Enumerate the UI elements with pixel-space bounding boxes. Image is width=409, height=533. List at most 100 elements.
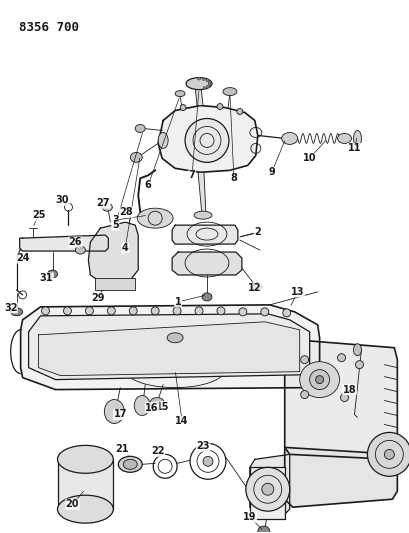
Ellipse shape xyxy=(261,483,273,495)
Ellipse shape xyxy=(208,83,211,86)
Text: 2: 2 xyxy=(254,227,261,237)
Polygon shape xyxy=(195,86,202,106)
Polygon shape xyxy=(57,459,113,509)
Ellipse shape xyxy=(337,354,345,362)
Ellipse shape xyxy=(63,307,71,315)
Ellipse shape xyxy=(175,91,184,96)
Ellipse shape xyxy=(102,203,112,211)
Text: 14: 14 xyxy=(175,416,189,426)
Ellipse shape xyxy=(85,307,93,315)
Polygon shape xyxy=(20,305,319,390)
Ellipse shape xyxy=(75,246,85,254)
Ellipse shape xyxy=(216,103,222,110)
Ellipse shape xyxy=(245,467,289,511)
Ellipse shape xyxy=(130,152,142,163)
Polygon shape xyxy=(172,225,237,244)
Text: 23: 23 xyxy=(196,441,209,451)
Ellipse shape xyxy=(158,133,168,148)
Ellipse shape xyxy=(151,307,159,315)
Ellipse shape xyxy=(384,449,393,459)
Text: 3: 3 xyxy=(112,215,118,225)
Ellipse shape xyxy=(107,307,115,315)
Text: 10: 10 xyxy=(302,154,316,164)
Ellipse shape xyxy=(208,81,211,84)
Ellipse shape xyxy=(337,133,351,143)
Ellipse shape xyxy=(197,77,200,80)
Polygon shape xyxy=(249,467,284,519)
Text: 12: 12 xyxy=(247,283,261,293)
Ellipse shape xyxy=(315,376,323,384)
Ellipse shape xyxy=(129,307,137,315)
Text: 29: 29 xyxy=(91,293,105,303)
Ellipse shape xyxy=(238,308,246,316)
Text: 7: 7 xyxy=(188,171,195,180)
Text: 8: 8 xyxy=(230,173,237,183)
Text: 27: 27 xyxy=(97,198,110,208)
Text: 22: 22 xyxy=(151,446,164,456)
Ellipse shape xyxy=(186,78,211,90)
Polygon shape xyxy=(158,106,257,172)
Text: 1: 1 xyxy=(174,297,181,307)
Ellipse shape xyxy=(123,459,137,470)
Ellipse shape xyxy=(137,208,173,228)
Ellipse shape xyxy=(353,344,361,356)
Text: 20: 20 xyxy=(65,499,79,509)
Ellipse shape xyxy=(202,86,205,90)
Text: 26: 26 xyxy=(69,237,82,247)
Ellipse shape xyxy=(202,293,211,301)
Polygon shape xyxy=(198,172,205,215)
Text: 6: 6 xyxy=(144,180,151,190)
Ellipse shape xyxy=(173,307,181,315)
Text: 32: 32 xyxy=(4,303,17,313)
Polygon shape xyxy=(172,252,241,275)
Text: 9: 9 xyxy=(268,167,274,177)
Ellipse shape xyxy=(180,104,186,110)
Ellipse shape xyxy=(57,446,113,473)
Ellipse shape xyxy=(236,109,242,115)
Text: 24: 24 xyxy=(16,253,29,263)
Ellipse shape xyxy=(150,398,164,408)
Polygon shape xyxy=(88,222,138,285)
Ellipse shape xyxy=(257,526,269,533)
Ellipse shape xyxy=(282,309,290,317)
Ellipse shape xyxy=(300,356,308,364)
Ellipse shape xyxy=(340,393,348,401)
Ellipse shape xyxy=(281,133,297,144)
Ellipse shape xyxy=(135,125,145,133)
Ellipse shape xyxy=(251,283,261,291)
Ellipse shape xyxy=(104,400,124,423)
Text: 18: 18 xyxy=(342,385,355,394)
Polygon shape xyxy=(284,447,396,507)
Ellipse shape xyxy=(353,131,361,147)
Ellipse shape xyxy=(355,361,362,369)
Ellipse shape xyxy=(216,307,225,315)
Ellipse shape xyxy=(202,77,204,80)
Ellipse shape xyxy=(184,118,228,163)
Polygon shape xyxy=(38,322,299,376)
Text: 30: 30 xyxy=(56,195,69,205)
Polygon shape xyxy=(249,454,289,517)
Polygon shape xyxy=(95,278,135,290)
Ellipse shape xyxy=(167,333,183,343)
Ellipse shape xyxy=(202,456,212,466)
Ellipse shape xyxy=(222,87,236,95)
Ellipse shape xyxy=(260,308,268,316)
Polygon shape xyxy=(284,340,396,459)
Ellipse shape xyxy=(195,307,202,315)
Text: 4: 4 xyxy=(121,243,128,253)
Ellipse shape xyxy=(41,307,49,315)
Ellipse shape xyxy=(47,270,57,278)
Ellipse shape xyxy=(299,362,339,398)
Ellipse shape xyxy=(57,495,113,523)
Ellipse shape xyxy=(205,79,209,82)
Text: 16: 16 xyxy=(145,402,159,413)
Ellipse shape xyxy=(118,456,142,472)
Polygon shape xyxy=(29,314,309,379)
Text: 28: 28 xyxy=(119,207,133,217)
Text: 11: 11 xyxy=(347,143,360,154)
Text: 25: 25 xyxy=(32,210,45,220)
Ellipse shape xyxy=(300,391,308,399)
Ellipse shape xyxy=(11,308,22,316)
Ellipse shape xyxy=(206,85,209,88)
Ellipse shape xyxy=(366,432,409,477)
